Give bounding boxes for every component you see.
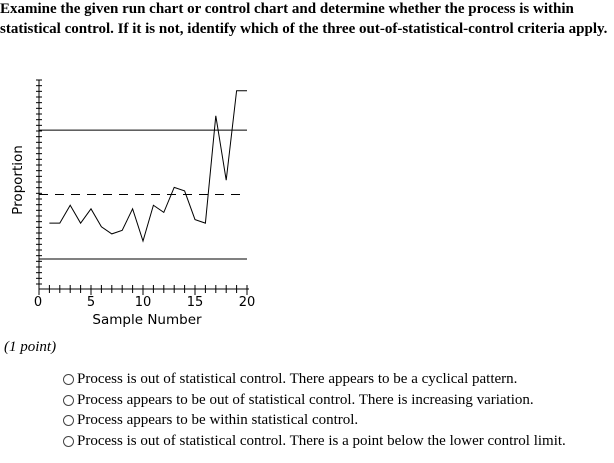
x-tick-label: 0 <box>34 295 42 310</box>
control-chart: 0 5 10 15 20 Sample Number Proportion <box>10 79 255 328</box>
answer-choice-4[interactable]: Process is out of statistical control. T… <box>62 431 566 452</box>
radio-button[interactable] <box>63 373 74 385</box>
x-tick-label: 15 <box>187 295 204 310</box>
data-series-line <box>49 90 247 243</box>
x-tick-label: 5 <box>87 295 95 310</box>
y-axis-label: Proportion <box>10 145 26 215</box>
radio-button[interactable] <box>63 394 74 406</box>
x-tick-label: 20 <box>239 295 256 310</box>
x-axis-label: Sample Number <box>92 312 202 328</box>
answer-choice-label: Process appears to be out of statistical… <box>77 391 534 408</box>
answer-choice-3[interactable]: Process appears to be within statistical… <box>62 410 566 431</box>
points-label: (1 point) <box>4 339 57 355</box>
radio-button[interactable] <box>63 415 74 427</box>
answer-choices: Process is out of statistical control. T… <box>62 369 566 452</box>
question-text: Examine the given run chart or control c… <box>0 1 608 37</box>
answer-choice-2[interactable]: Process appears to be out of statistical… <box>62 390 566 411</box>
x-tick-labels: 0 5 10 15 20 <box>34 295 255 310</box>
radio-button[interactable] <box>63 435 74 447</box>
x-axis <box>38 285 249 295</box>
x-tick-label: 10 <box>135 295 152 310</box>
answer-choice-1[interactable]: Process is out of statistical control. T… <box>62 369 566 390</box>
answer-choice-label: Process is out of statistical control. T… <box>77 432 566 449</box>
y-axis <box>36 79 42 289</box>
answer-choice-label: Process is out of statistical control. T… <box>77 370 518 387</box>
answer-choice-label: Process appears to be within statistical… <box>77 412 359 429</box>
